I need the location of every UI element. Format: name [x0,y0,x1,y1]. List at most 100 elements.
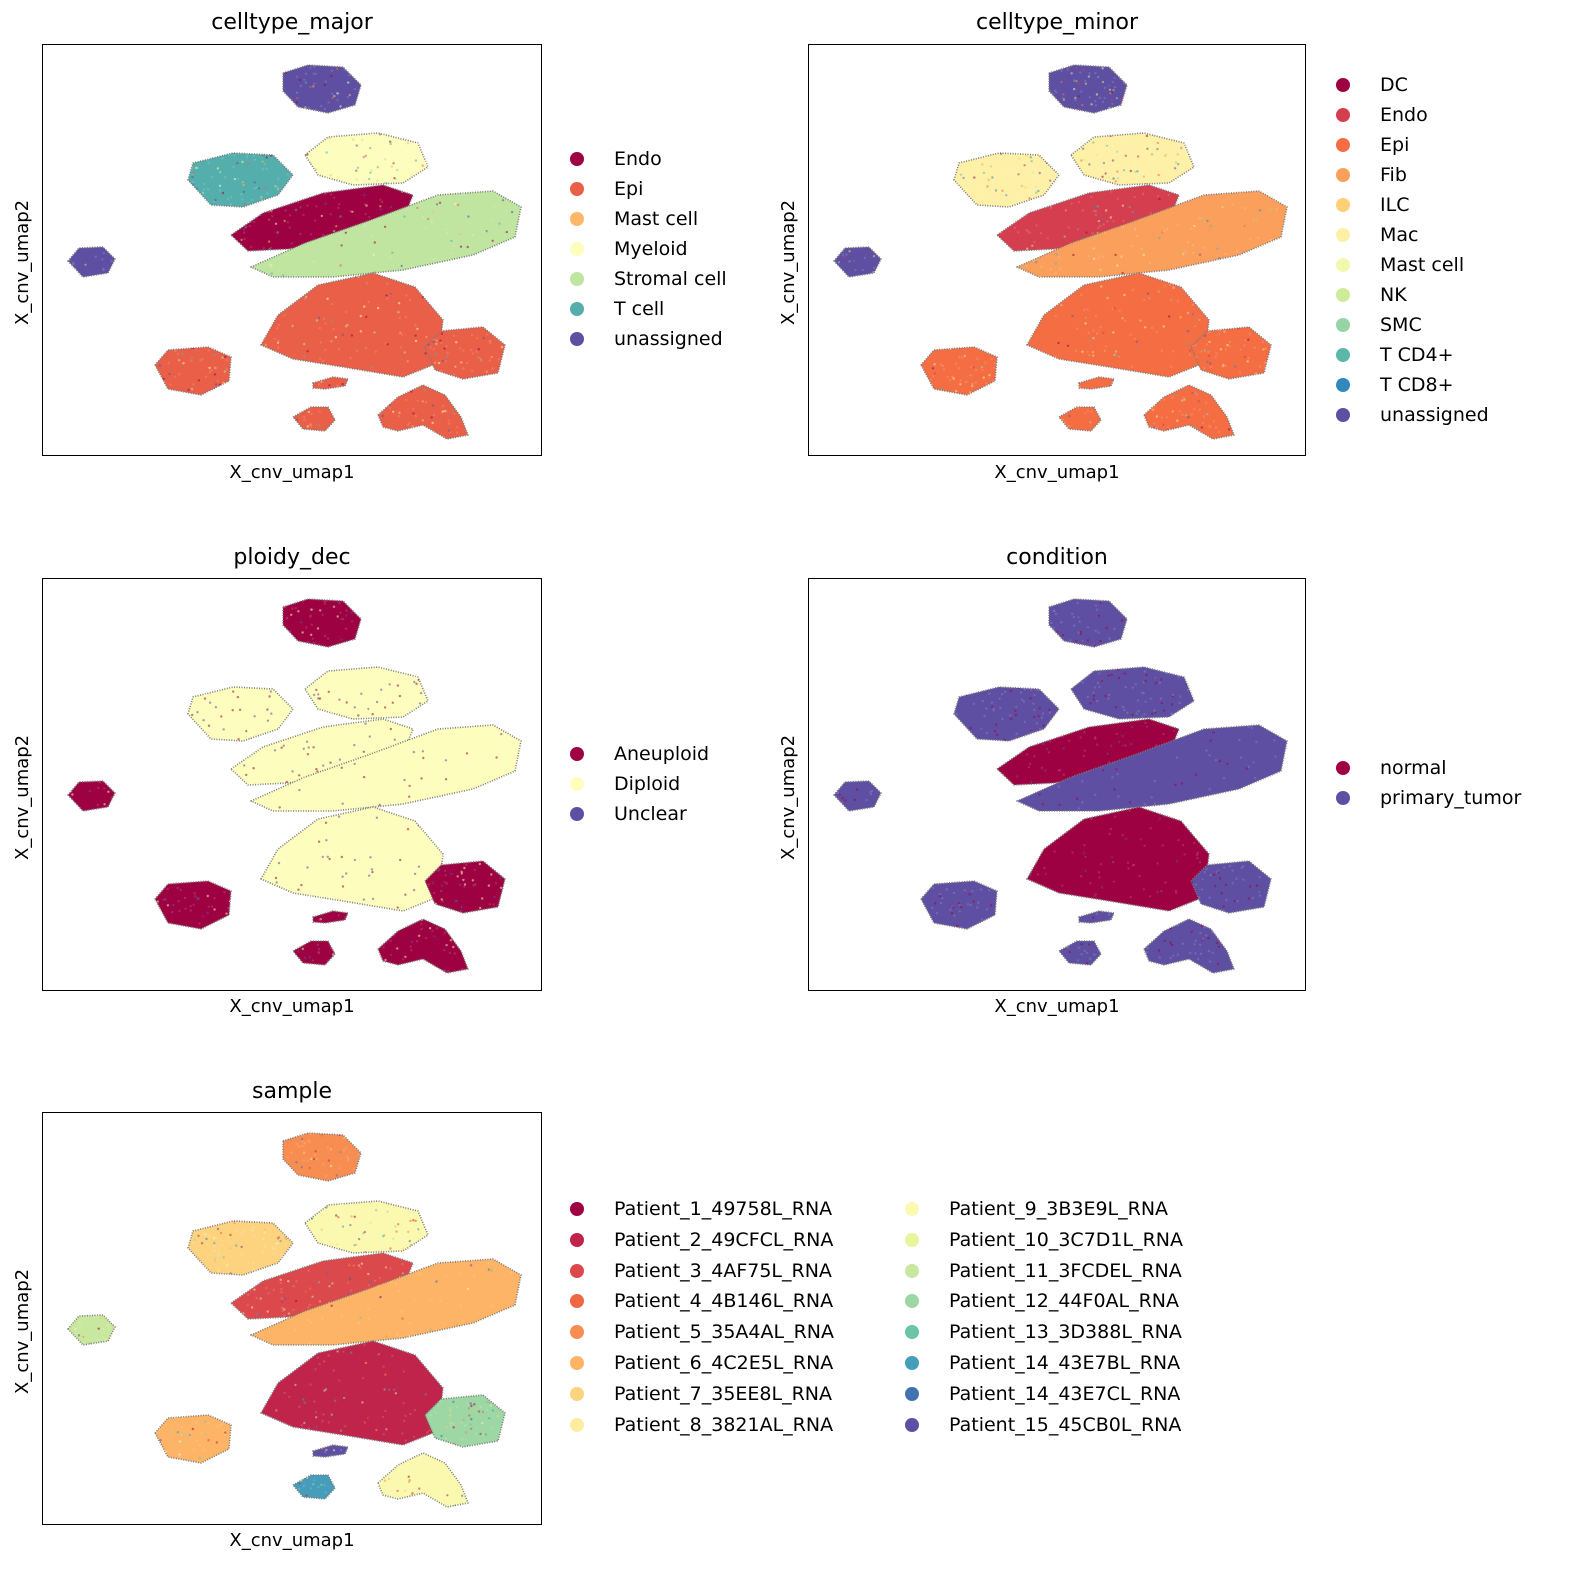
cell-point [317,719,320,722]
cell-point [357,1154,360,1157]
cell-point [1039,311,1042,314]
cell-point [1041,803,1044,806]
cell-point [234,1228,237,1231]
cell-point [371,870,374,874]
cell-point [279,1239,282,1243]
cell-point [284,209,287,212]
legend-marker [1336,108,1350,122]
cell-point [934,902,937,905]
cell-point [1230,261,1234,265]
cell-point [1121,204,1125,207]
cell-point [396,1489,399,1493]
cell-point [220,1423,223,1426]
cell-point [435,429,438,433]
cluster-bottom-mid-small [312,376,349,390]
cell-point [425,1221,428,1225]
cell-point [346,96,350,99]
cell-point [270,264,273,267]
cell-point [281,730,285,734]
cell-point [1188,353,1192,356]
cell-point [1077,616,1080,619]
cell-point [290,613,293,616]
cell-point [372,1232,375,1235]
cell-point [1086,639,1090,642]
cell-point [1158,236,1161,240]
cell-point [212,1236,216,1240]
cell-point [251,198,254,202]
cell-point [168,372,171,376]
cell-point [325,1272,329,1275]
cell-point [402,781,405,784]
cell-point [310,869,314,873]
cell-point [288,1264,291,1268]
cell-point [463,1424,467,1427]
cell-point [1050,687,1053,691]
cell-point [1077,807,1081,810]
cell-point [425,757,428,760]
cell-point [381,1209,385,1213]
cell-point [378,1460,381,1463]
cell-point [410,1492,414,1495]
cell-point [957,911,961,915]
cell-point [1218,924,1221,927]
cell-point [1048,740,1052,743]
cell-point [460,909,463,912]
cell-point [1082,911,1085,914]
cell-point [294,1440,298,1444]
cell-point [290,1439,294,1443]
legend-label: Patient_7_35EE8L_RNA [614,1382,833,1405]
cell-point [1219,883,1223,886]
cell-point [998,697,1001,700]
cell-point [1146,147,1149,150]
cell-point [164,898,167,901]
cell-point [303,418,306,421]
cell-point [1124,694,1128,698]
cell-point [1190,413,1193,416]
cell-point [479,358,483,361]
cell-point [178,1440,182,1443]
cell-point [401,1498,404,1502]
cell-point [1228,389,1231,392]
cell-point [342,172,346,175]
cell-point [389,1267,392,1270]
legend-marker [570,807,584,821]
cell-point [445,1426,448,1429]
cell-point [229,690,233,693]
cell-point [1235,370,1239,374]
cell-point [179,888,182,892]
cell-point [1100,886,1104,889]
cell-point [453,191,456,193]
cell-point [282,1434,285,1437]
cell-point [225,912,228,915]
cell-point [291,607,294,610]
cell-point [458,1332,462,1335]
cell-point [308,1166,311,1170]
cell-point [110,796,113,799]
cell-point [391,919,394,922]
cell-point [318,1363,321,1366]
cell-point [355,1157,358,1160]
cell-point [1183,148,1187,151]
cell-point [1208,331,1211,334]
cell-point [362,898,366,901]
cell-point [1077,743,1080,747]
cell-point [384,1266,388,1269]
cell-point [414,667,417,671]
cell-point [197,1272,200,1275]
cell-point [210,369,213,372]
cell-point [1177,163,1180,166]
cell-point [222,728,225,731]
cell-point [1049,644,1051,647]
cluster-bottom-small [1058,940,1102,966]
cell-point [505,230,508,234]
cell-point [990,904,993,907]
cell-point [993,729,997,733]
legend-item: T CD4+ [1336,344,1454,366]
cell-point [1015,705,1018,709]
cell-point [267,365,271,368]
cell-point [861,268,864,272]
cell-point [307,1269,310,1272]
cell-point [836,791,840,794]
cell-point [997,209,999,212]
cell-point [84,263,87,266]
